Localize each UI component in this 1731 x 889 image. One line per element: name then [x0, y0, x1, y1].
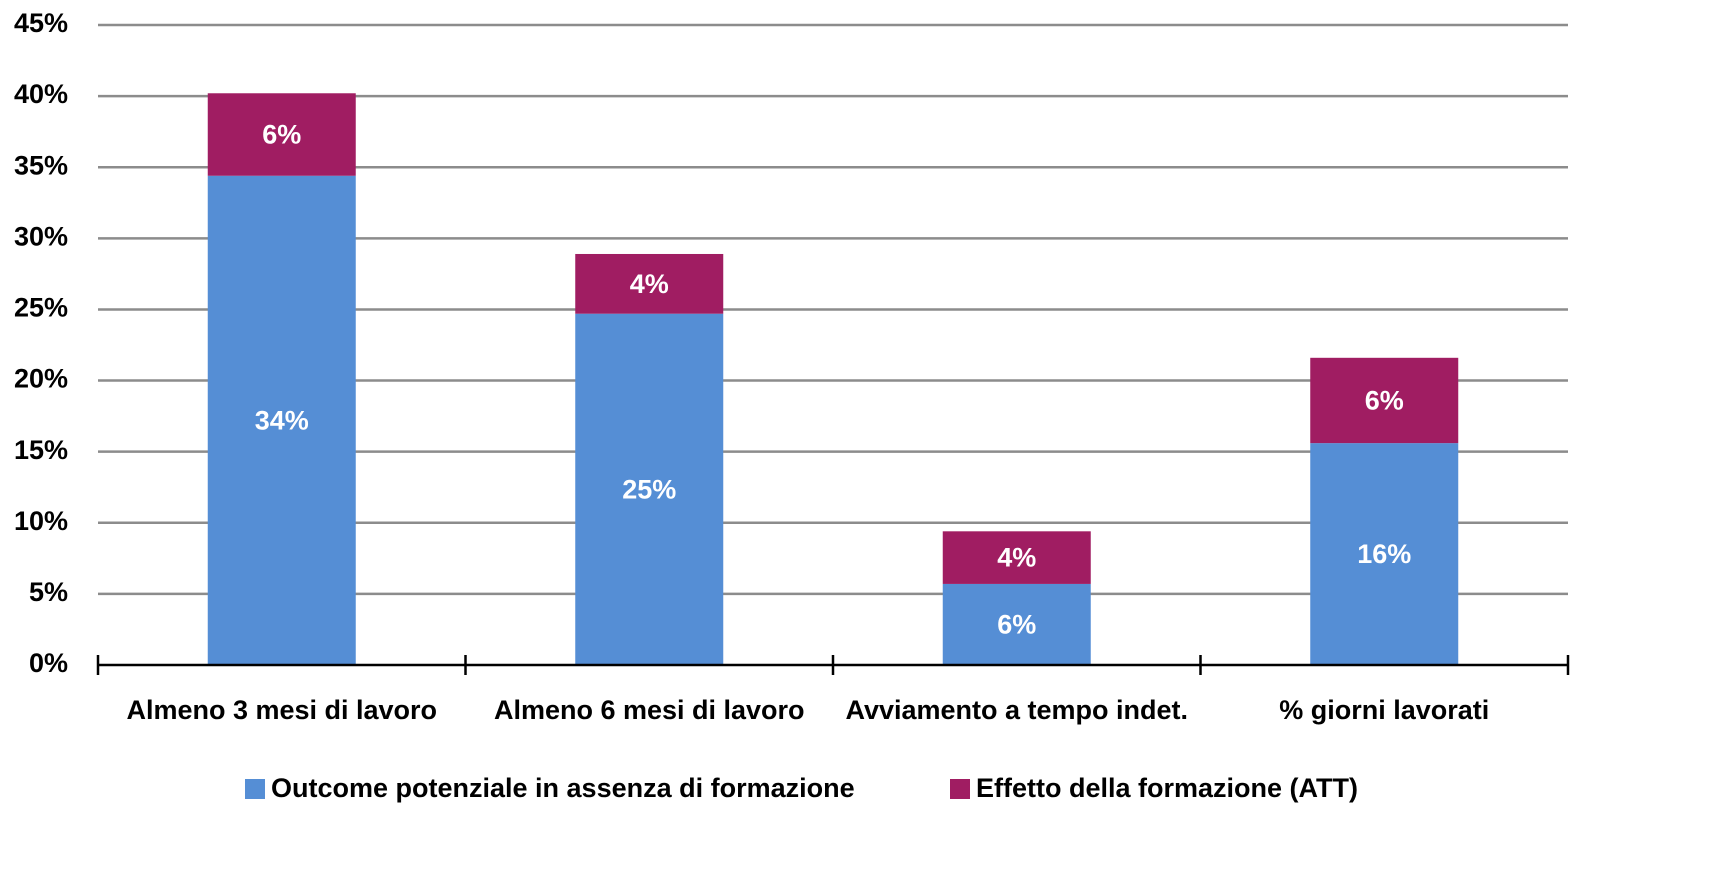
data-label: 6% — [997, 610, 1036, 640]
x-tick-label: Almeno 6 mesi di lavoro — [494, 695, 805, 725]
bar-segment — [1310, 443, 1459, 665]
bar-segment — [575, 253, 724, 314]
y-tick-label: 15% — [14, 435, 68, 465]
y-tick-label: 5% — [29, 577, 68, 607]
data-label: 6% — [262, 120, 301, 150]
y-tick-label: 0% — [29, 648, 68, 678]
y-tick-label: 35% — [14, 150, 68, 180]
x-tick-label: % giorni lavorati — [1279, 695, 1489, 725]
x-tick-label: Almeno 3 mesi di lavoro — [126, 695, 437, 725]
bar-segment — [207, 175, 356, 665]
legend-label: Effetto della formazione (ATT) — [976, 773, 1358, 803]
legend-swatch — [950, 779, 970, 799]
bar-segment — [942, 531, 1091, 584]
y-tick-label: 45% — [14, 8, 68, 38]
data-label: 4% — [997, 543, 1036, 573]
y-tick-label: 40% — [14, 79, 68, 109]
x-tick-label: Avviamento a tempo indet. — [845, 695, 1188, 725]
legend-swatch — [245, 779, 265, 799]
bar-segment — [942, 583, 1091, 665]
data-label: 34% — [255, 406, 309, 436]
y-tick-label: 10% — [14, 506, 68, 536]
data-label: 16% — [1357, 539, 1411, 569]
bar-segment — [575, 313, 724, 665]
data-label: 4% — [630, 269, 669, 299]
y-tick-label: 30% — [14, 221, 68, 251]
data-label: 6% — [1365, 386, 1404, 416]
y-tick-label: 25% — [14, 293, 68, 323]
data-label: 25% — [622, 474, 676, 504]
bar-segment — [207, 93, 356, 176]
y-tick-label: 20% — [14, 364, 68, 394]
legend-label: Outcome potenziale in assenza di formazi… — [271, 773, 855, 803]
bar-segment — [1310, 357, 1459, 444]
